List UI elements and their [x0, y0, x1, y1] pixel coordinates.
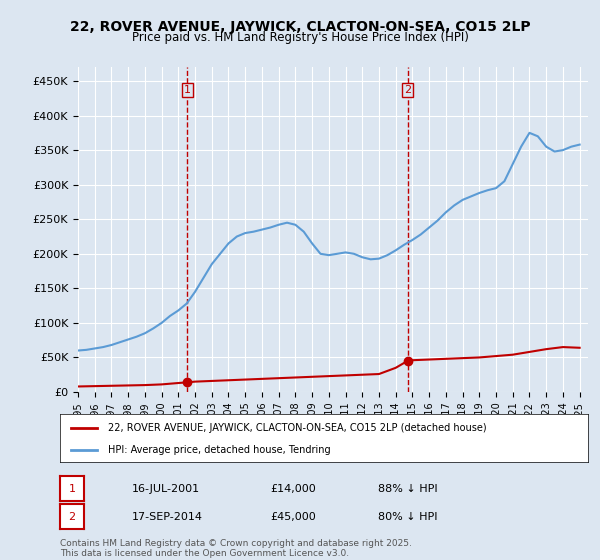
Text: Price paid vs. HM Land Registry's House Price Index (HPI): Price paid vs. HM Land Registry's House … — [131, 31, 469, 44]
Text: 17-SEP-2014: 17-SEP-2014 — [132, 512, 203, 522]
Text: 16-JUL-2001: 16-JUL-2001 — [132, 484, 200, 494]
Text: £45,000: £45,000 — [270, 512, 316, 522]
Text: 2: 2 — [68, 512, 76, 521]
Text: 1: 1 — [184, 85, 191, 95]
Text: Contains HM Land Registry data © Crown copyright and database right 2025.
This d: Contains HM Land Registry data © Crown c… — [60, 539, 412, 558]
Text: 2: 2 — [404, 85, 411, 95]
Text: HPI: Average price, detached house, Tendring: HPI: Average price, detached house, Tend… — [107, 445, 330, 455]
Text: 1: 1 — [68, 484, 76, 493]
Text: 22, ROVER AVENUE, JAYWICK, CLACTON-ON-SEA, CO15 2LP: 22, ROVER AVENUE, JAYWICK, CLACTON-ON-SE… — [70, 20, 530, 34]
Text: 22, ROVER AVENUE, JAYWICK, CLACTON-ON-SEA, CO15 2LP (detached house): 22, ROVER AVENUE, JAYWICK, CLACTON-ON-SE… — [107, 423, 486, 433]
Text: 88% ↓ HPI: 88% ↓ HPI — [378, 484, 437, 494]
Text: 80% ↓ HPI: 80% ↓ HPI — [378, 512, 437, 522]
Text: £14,000: £14,000 — [270, 484, 316, 494]
